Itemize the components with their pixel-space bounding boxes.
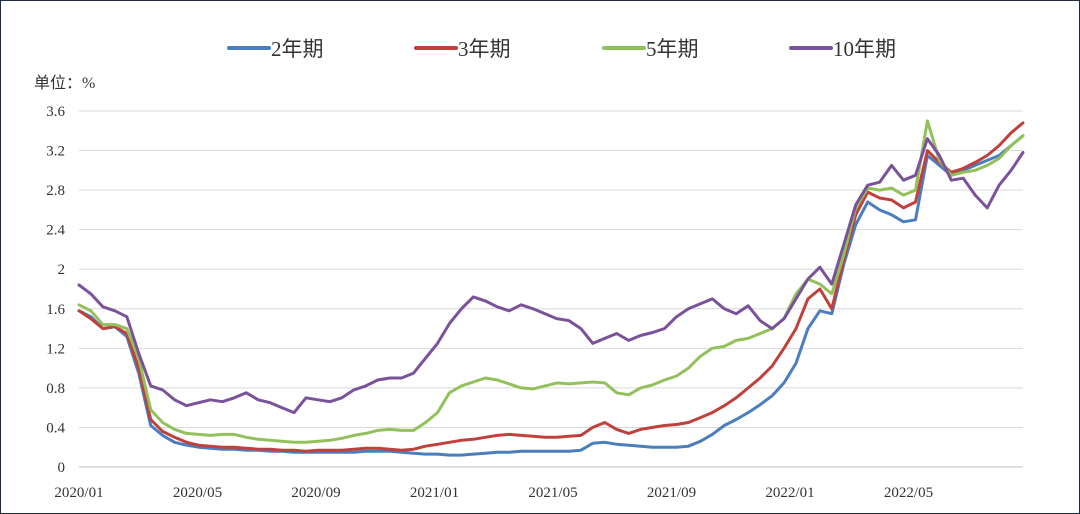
series-line-2 xyxy=(77,121,1025,453)
y-tick-label: 2.8 xyxy=(46,183,65,199)
series-line-3 xyxy=(77,119,1025,444)
y-tick-label: 3.2 xyxy=(46,144,65,160)
x-tick-label: 2021/09 xyxy=(647,485,696,501)
x-tick-label: 2021/01 xyxy=(410,485,459,501)
x-tick-label: 2020/01 xyxy=(54,485,103,501)
y-tick-label: 0.4 xyxy=(46,420,65,436)
legend-label: 3年期 xyxy=(458,37,511,61)
x-tick-label: 2020/09 xyxy=(291,485,340,501)
series-lines xyxy=(77,119,1025,457)
x-tick-label: 2022/01 xyxy=(765,485,814,501)
unit-label: 单位：% xyxy=(34,74,95,92)
legend-label: 10年期 xyxy=(833,37,896,61)
y-tick-label: 2 xyxy=(58,262,66,278)
y-axis-ticks: 0 0.4 0.8 1.2 1.6 2 2.4 2.8 3.2 3.6 xyxy=(46,104,65,476)
x-tick-label: 2020/05 xyxy=(173,485,222,501)
x-tick-label: 2021/05 xyxy=(528,485,577,501)
series-line-4 xyxy=(77,137,1025,415)
y-tick-label: 1.2 xyxy=(46,341,65,357)
y-tick-label: 3.6 xyxy=(46,104,65,120)
legend-label: 2年期 xyxy=(271,37,324,61)
gridlines xyxy=(79,110,1023,428)
y-tick-label: 1.6 xyxy=(46,302,65,318)
x-axis-ticks: 2020/01 2020/05 2020/09 2021/01 2021/05 2021/… xyxy=(54,485,933,501)
y-tick-label: 2.4 xyxy=(46,223,65,239)
legend: 2年期 3年期 5年期 10年期 xyxy=(227,37,896,61)
y-tick-label: 0 xyxy=(58,460,66,476)
series-line-1 xyxy=(77,134,1025,457)
x-tick-label: 2022/05 xyxy=(884,485,933,501)
legend-label: 5年期 xyxy=(646,37,699,61)
y-tick-label: 0.8 xyxy=(46,381,65,397)
